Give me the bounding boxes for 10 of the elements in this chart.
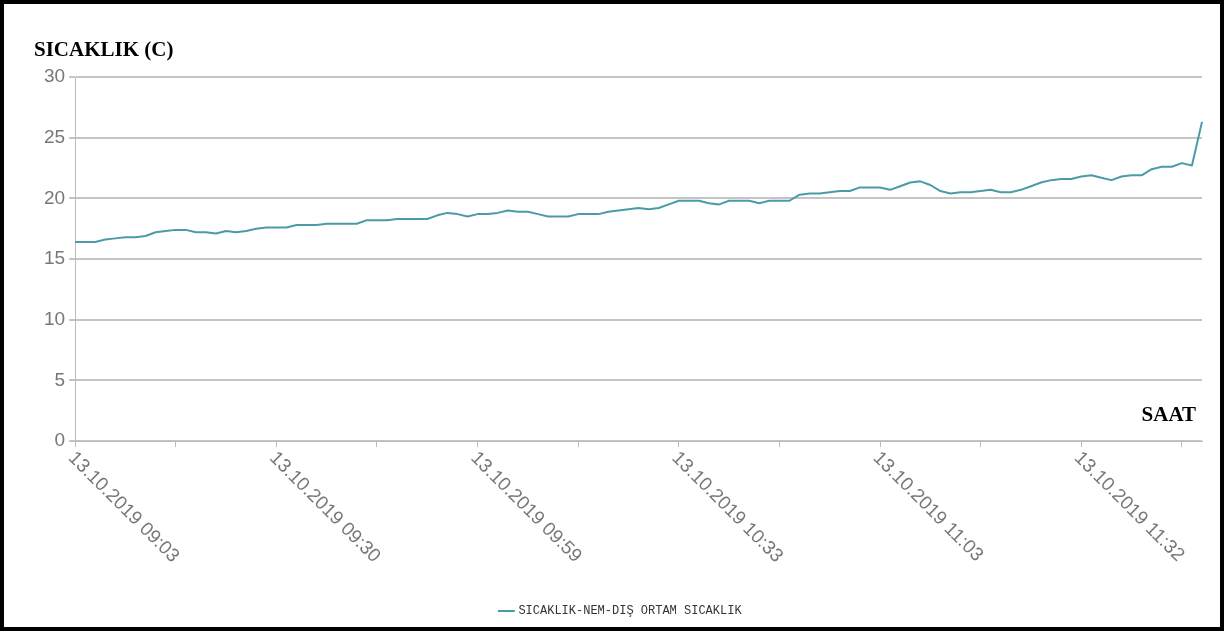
x-axis-title: SAAT — [1141, 402, 1196, 426]
y-tick-label: 5 — [54, 368, 66, 390]
y-tick-label: 20 — [43, 186, 66, 208]
y-tick-label: 25 — [43, 125, 66, 147]
y-tick-label: 30 — [43, 65, 66, 87]
legend-label: SICAKLIK-NEM-DIŞ ORTAM SICAKLIK — [518, 604, 743, 619]
y-tick-label: 10 — [43, 307, 66, 329]
y-tick-label: 0 — [54, 429, 66, 451]
y-axis-title: SICAKLIK (C) — [34, 37, 174, 61]
y-tick-label: 15 — [43, 247, 66, 269]
